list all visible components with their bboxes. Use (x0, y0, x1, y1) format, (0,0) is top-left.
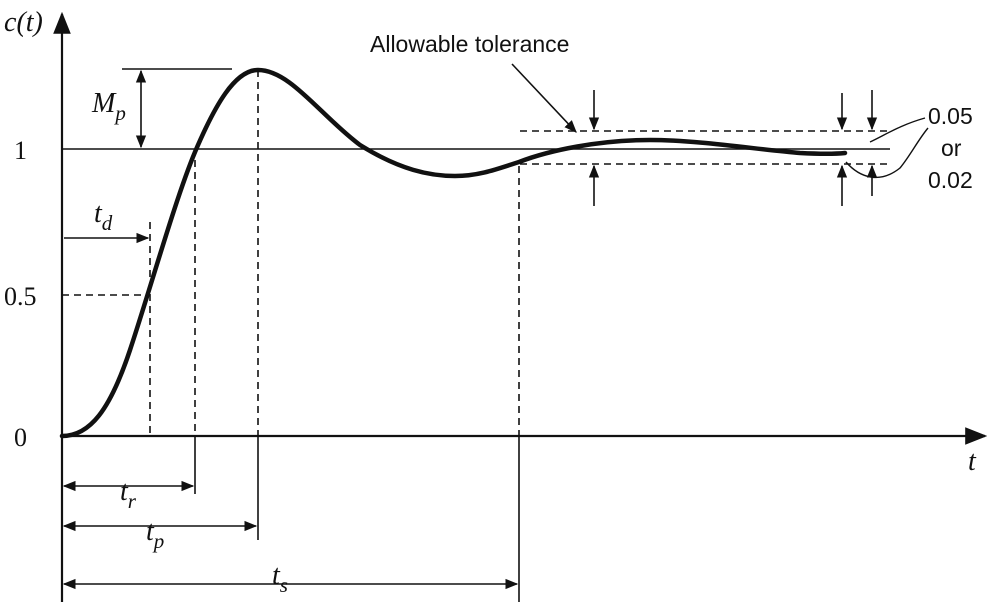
step-response-curve (59, 67, 848, 439)
x-axis-label: t (968, 446, 977, 477)
tp-label: tp (146, 516, 164, 553)
leader-002 (845, 127, 929, 179)
ts-label: ts (272, 560, 288, 597)
tick-label-0-5: 0.5 (4, 282, 37, 311)
tr-label: tr (120, 476, 137, 513)
td-label: td (94, 198, 113, 235)
tolerance-002-label: 0.02 (928, 167, 973, 193)
allowable-tolerance-label: Allowable tolerance (370, 31, 569, 57)
tolerance-leader (511, 63, 577, 133)
leader-005 (869, 117, 926, 143)
tick-label-1: 1 (14, 136, 27, 165)
tick-label-0: 0 (14, 423, 27, 452)
y-axis-label: c(t) (4, 7, 43, 38)
tolerance-or-label: or (941, 135, 962, 161)
mp-label: Mp (91, 88, 126, 125)
tolerance-005-label: 0.05 (928, 103, 973, 129)
